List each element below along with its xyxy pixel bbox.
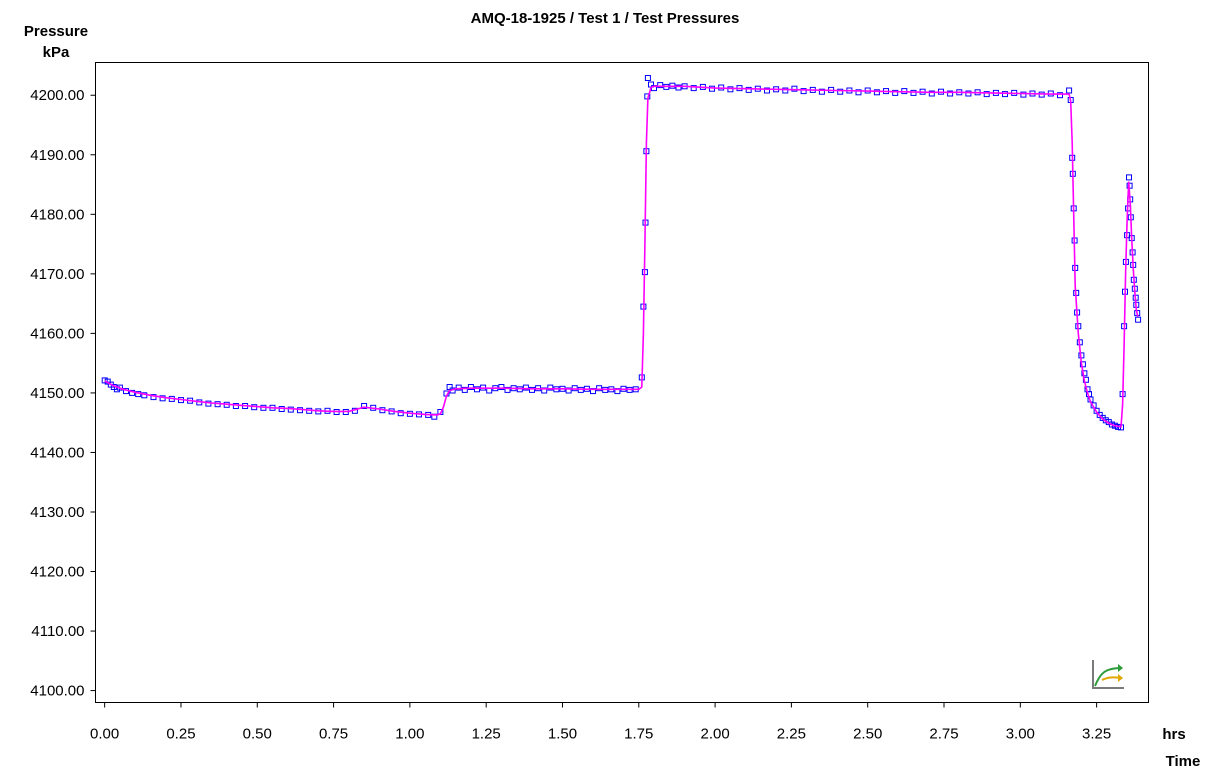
x-tick-label: 0.50: [243, 726, 272, 743]
data-point-marker: [782, 87, 789, 94]
data-point-marker: [855, 89, 862, 96]
x-axis-title: Time: [1166, 753, 1201, 770]
marker-series: [101, 75, 1142, 431]
data-point-marker: [727, 86, 734, 93]
data-point-marker: [547, 384, 554, 391]
data-point-marker: [873, 89, 880, 96]
x-tick-label: 3.00: [1006, 726, 1035, 743]
data-point-marker: [983, 91, 990, 98]
data-point-marker: [1066, 87, 1073, 94]
data-point-marker: [1057, 92, 1063, 99]
y-tick-label: 4180.00: [30, 206, 84, 223]
x-tick-label: 1.25: [472, 726, 501, 743]
data-point-marker: [474, 386, 480, 393]
y-tick-label: 4150.00: [30, 385, 84, 402]
x-axis-unit: hrs: [1162, 726, 1185, 743]
data-point-marker: [455, 384, 462, 391]
x-tick-label: 0.00: [90, 726, 119, 743]
data-point-marker: [504, 386, 511, 393]
data-point-marker: [644, 75, 651, 81]
data-point-marker: [675, 84, 682, 91]
y-tick-label: 4170.00: [30, 266, 84, 283]
data-point-marker: [1126, 174, 1132, 181]
data-point-marker: [947, 90, 954, 97]
y-tick-label: 4160.00: [30, 325, 84, 342]
data-point-marker: [565, 387, 572, 394]
y-tick-label: 4110.00: [31, 623, 84, 640]
data-point-marker: [1020, 91, 1027, 98]
data-point-marker: [1093, 407, 1100, 414]
data-point-marker: [910, 89, 917, 96]
axis-ticks: 0.00 0.25 0.50 0.75 1.00 1.25 1.50 1.75 2.00 2.25…: [30, 87, 1111, 742]
x-tick-label: 1.50: [548, 726, 577, 743]
data-point-marker: [461, 386, 468, 393]
data-point-marker: [764, 87, 770, 94]
data-point-marker: [965, 90, 972, 97]
data-point-marker: [837, 88, 844, 95]
data-point-marker: [596, 385, 603, 392]
y-axis-title: Pressure: [24, 23, 88, 40]
data-point-marker: [522, 384, 529, 391]
data-point-marker: [1135, 316, 1142, 323]
data-point-marker: [657, 82, 664, 89]
data-point-marker: [800, 88, 807, 95]
data-point-marker: [467, 384, 474, 390]
x-tick-label: 2.75: [929, 726, 958, 743]
y-tick-label: 4120.00: [30, 564, 84, 581]
data-point-marker: [791, 85, 798, 92]
graph-settings-icon[interactable]: [1090, 656, 1126, 692]
x-tick-label: 0.25: [166, 726, 195, 743]
chart-title: AMQ-18-1925 / Test 1 / Test Pressures: [471, 10, 740, 27]
data-point-marker: [498, 384, 505, 390]
data-point-marker: [361, 403, 368, 409]
y-tick-label: 4100.00: [30, 683, 84, 700]
y-tick-label: 4130.00: [30, 504, 84, 521]
data-point-marker: [1002, 91, 1008, 98]
data-point-marker: [529, 386, 535, 393]
x-tick-label: 2.25: [777, 726, 806, 743]
x-tick-label: 1.00: [395, 726, 424, 743]
data-point-marker: [928, 90, 935, 97]
x-tick-label: 3.25: [1082, 726, 1111, 743]
y-tick-label: 4140.00: [30, 444, 84, 461]
x-tick-label: 0.75: [319, 726, 348, 743]
data-point-marker: [541, 387, 548, 394]
y-axis-unit: kPa: [43, 44, 70, 61]
data-point-marker: [690, 85, 697, 92]
data-point-marker: [1079, 361, 1086, 368]
data-point-marker: [150, 394, 157, 401]
data-point-marker: [745, 86, 752, 93]
series-layer: [101, 75, 1142, 431]
x-tick-label: 2.00: [700, 726, 729, 743]
data-point-marker: [232, 403, 239, 409]
y-tick-label: 4190.00: [30, 147, 84, 164]
plot-area: [95, 62, 1149, 703]
x-tick-label: 1.75: [624, 726, 653, 743]
data-point-marker: [818, 88, 825, 95]
pressure-line: [104, 85, 1139, 428]
y-tick-label: 4200.00: [30, 87, 84, 104]
data-point-marker: [1081, 370, 1088, 377]
data-point-marker: [892, 89, 899, 96]
x-tick-label: 2.50: [853, 726, 882, 743]
